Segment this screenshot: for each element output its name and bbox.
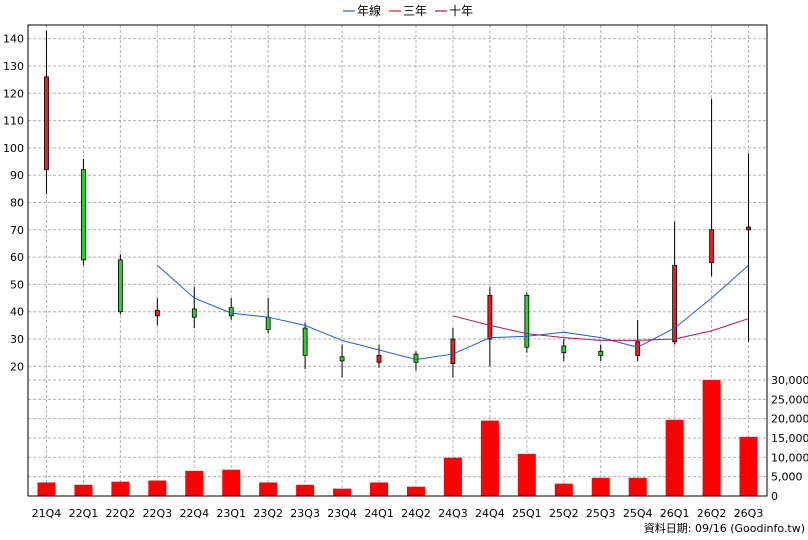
price-tick-label: 80 (10, 197, 24, 210)
price-tick-label: 70 (10, 224, 24, 237)
candle-body (117, 259, 123, 313)
category-tick-label: 25Q3 (586, 507, 616, 520)
candle-body (487, 294, 493, 340)
category-tick-label: 24Q2 (401, 507, 431, 520)
legend: 年線 三年 十年 (343, 3, 473, 18)
volume-tick-label: 10,000 (771, 451, 808, 464)
candle-body (44, 76, 49, 171)
volume-tick-label: 20,000 (771, 413, 808, 426)
category-tick-label: 22Q2 (106, 507, 136, 520)
category-tick-label: 23Q4 (327, 507, 357, 520)
volume-bar (222, 469, 241, 496)
candle-body (339, 356, 345, 362)
moving-average-lines (156, 264, 749, 361)
candle-body (154, 309, 160, 317)
price-tick-label: 40 (10, 306, 24, 319)
volume-bar (665, 419, 684, 496)
legend-label: 三年 (403, 4, 427, 18)
category-tick-label: 24Q4 (475, 507, 505, 520)
candle-body (746, 226, 751, 231)
candle-body (635, 341, 641, 356)
candle-body (302, 327, 308, 356)
data-date-footnote: 資料日期: 09/16 (Goodinfo.tw) (644, 521, 805, 535)
candle-body (524, 294, 530, 348)
volume-bar (406, 486, 425, 496)
volume-bar (591, 477, 610, 496)
category-tick-label: 25Q1 (512, 507, 542, 520)
volume-bar (702, 380, 721, 496)
volume-bar (74, 484, 93, 496)
candle-body (672, 264, 678, 343)
price-tick-label: 110 (3, 115, 24, 128)
series-line (156, 264, 749, 361)
volume-tick-label: 30,000 (771, 374, 808, 387)
tick-labels: 20 30 40 50 60 70 80 90 100 110 120 130 140 0 5,000 10,… (3, 33, 808, 520)
legend-label: 年線 (357, 3, 381, 18)
volume-bar (296, 484, 315, 496)
category-tick-label: 23Q3 (290, 507, 320, 520)
price-tick-label: 130 (3, 60, 24, 73)
series-line (452, 315, 749, 341)
price-tick-label: 100 (3, 142, 24, 155)
volume-tick-label: 0 (771, 490, 778, 503)
candle-body (709, 229, 714, 263)
price-tick-label: 20 (10, 360, 24, 373)
category-tick-label: 22Q1 (69, 507, 99, 520)
category-tick-label: 22Q4 (179, 507, 209, 520)
volume-bar (480, 420, 499, 496)
volume-bar (739, 436, 758, 496)
volume-tick-label: 25,000 (771, 393, 808, 406)
volume-bar (370, 482, 389, 496)
price-tick-label: 50 (10, 278, 24, 291)
volume-bar (185, 470, 204, 496)
price-tick-label: 120 (3, 87, 24, 100)
candle-body (376, 355, 382, 363)
candles (44, 30, 751, 378)
volume-tick-label: 15,000 (771, 432, 808, 445)
candle-body (450, 338, 456, 365)
legend-label: 十年 (449, 4, 473, 18)
price-tick-label: 60 (10, 251, 24, 264)
candle-body (413, 353, 419, 363)
candle-body (228, 307, 234, 317)
volume-bar (628, 477, 647, 496)
volume-bar (37, 482, 56, 496)
candle-body (191, 308, 197, 318)
grid-lines (28, 25, 767, 497)
volume-bar (259, 482, 278, 496)
candle-body (81, 169, 86, 261)
volume-bar (111, 481, 130, 496)
price-tick-label: 90 (10, 169, 24, 182)
category-tick-label: 23Q1 (216, 507, 246, 520)
volume-bar (148, 480, 167, 496)
volume-bars (37, 380, 758, 496)
volume-bar (517, 453, 536, 496)
category-tick-label: 25Q2 (549, 507, 579, 520)
category-tick-label: 24Q1 (364, 507, 394, 520)
price-tick-label: 140 (3, 33, 24, 46)
volume-bar (554, 483, 573, 496)
category-tick-label: 26Q1 (660, 507, 690, 520)
axes (27, 24, 768, 497)
category-tick-label: 23Q2 (253, 507, 283, 520)
price-tick-label: 30 (10, 333, 24, 346)
category-tick-label: 22Q3 (142, 507, 172, 520)
category-tick-label: 21Q4 (32, 507, 62, 520)
candle-body (598, 350, 604, 356)
volume-tick-label: 5,000 (771, 471, 803, 484)
category-tick-label: 26Q2 (697, 507, 727, 520)
candle-body (265, 316, 271, 330)
candle-body (561, 345, 567, 354)
category-tick-label: 24Q3 (438, 507, 468, 520)
category-tick-label: 25Q4 (623, 507, 653, 520)
volume-bar (443, 457, 462, 496)
plot-frame (27, 24, 768, 497)
category-tick-label: 26Q3 (734, 507, 764, 520)
volume-bar (333, 488, 352, 496)
